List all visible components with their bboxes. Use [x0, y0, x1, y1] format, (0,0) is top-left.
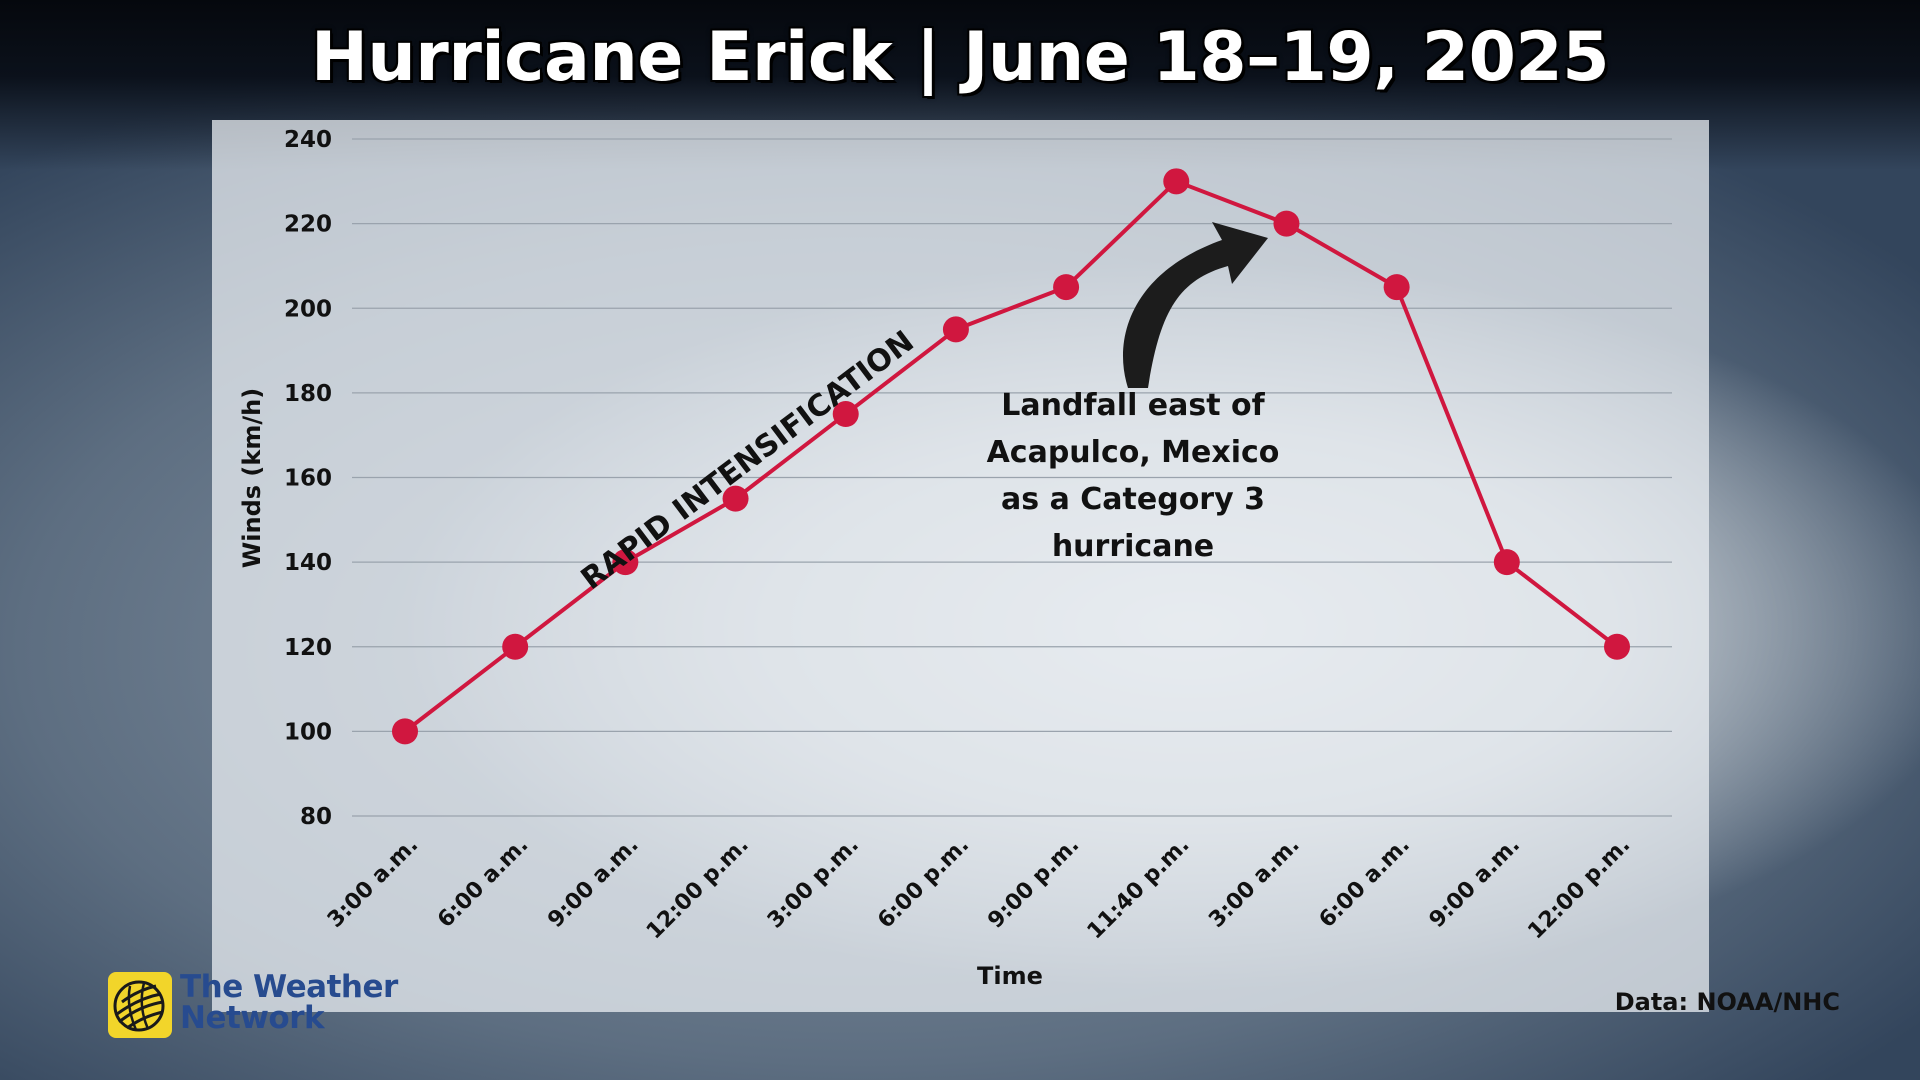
gridlines: [352, 138, 1672, 817]
x-tick-label: 9:00 a.m.: [1425, 833, 1525, 933]
y-tick-label: 200: [284, 296, 332, 322]
x-tick-label: 9:00 p.m.: [983, 833, 1084, 934]
x-axis-label: Time: [977, 962, 1043, 990]
data-source: Data: NOAA/NHC: [1614, 988, 1840, 1016]
data-point: [1163, 168, 1190, 195]
data-point: [1273, 210, 1300, 237]
weather-network-logo: The Weather Network: [108, 972, 408, 1040]
x-tick-label: 3:00 p.m.: [763, 833, 864, 934]
data-point: [612, 549, 639, 576]
y-tick-label: 220: [284, 212, 332, 238]
x-tick-label: 12:00 p.m.: [642, 833, 754, 945]
chart-panel: [212, 120, 1709, 1012]
annotation-line: Landfall east of: [1001, 388, 1265, 423]
landfall-annotation: Landfall east of Acapulco, Mexico as a C…: [950, 382, 1316, 570]
data-point: [942, 316, 969, 343]
x-tick-labels: 3:00 a.m. 6:00 a.m. 9:00 a.m.12:00 p.m. 3:0…: [323, 833, 1635, 945]
x-tick-label: 6:00 a.m.: [433, 833, 533, 933]
curved-arrow-icon: [1122, 222, 1268, 388]
annotation-line: as a Category 3: [1001, 482, 1265, 517]
y-tick-label: 120: [284, 635, 332, 661]
data-point: [502, 633, 529, 660]
annotation-line: Acapulco, Mexico: [986, 435, 1280, 470]
data-point: [1053, 274, 1080, 301]
globe-icon: [108, 972, 172, 1038]
x-tick-label: 6:00 p.m.: [873, 833, 974, 934]
page-title: Hurricane Erick | June 18–19, 2025: [310, 18, 1610, 97]
y-tick-labels: 80 100 120 140 160 180 200 220 240: [284, 127, 332, 830]
data-point: [392, 718, 418, 745]
logo-line-1: The Weather: [180, 969, 398, 1005]
y-tick-label: 160: [284, 466, 332, 492]
y-tick-label: 240: [284, 127, 332, 153]
y-tick-label: 80: [300, 804, 332, 830]
x-tick-label: 6:00 a.m.: [1315, 833, 1415, 933]
annotation-line: hurricane: [1051, 529, 1215, 564]
logo-line-2: Network: [180, 1000, 325, 1036]
series-line: [403, 179, 1619, 733]
data-points: [392, 168, 1630, 745]
logo-text: The Weather Network: [180, 972, 398, 1034]
x-tick-label: 3:00 a.m.: [1204, 833, 1304, 933]
x-tick-label: 11:40 p.m.: [1083, 833, 1195, 945]
x-tick-label: 12:00 p.m.: [1523, 833, 1635, 945]
x-tick-label: 3:00 a.m.: [323, 833, 423, 933]
data-point: [1383, 274, 1410, 301]
data-point: [832, 401, 859, 428]
x-tick-label: 9:00 a.m.: [543, 833, 643, 933]
data-point: [722, 485, 749, 512]
y-axis-label: Winds (km/h): [238, 388, 266, 568]
data-point: [1604, 633, 1630, 660]
data-point: [1493, 549, 1520, 576]
y-tick-label: 180: [284, 381, 332, 407]
y-tick-label: 100: [284, 719, 332, 745]
y-tick-label: 140: [284, 550, 332, 576]
